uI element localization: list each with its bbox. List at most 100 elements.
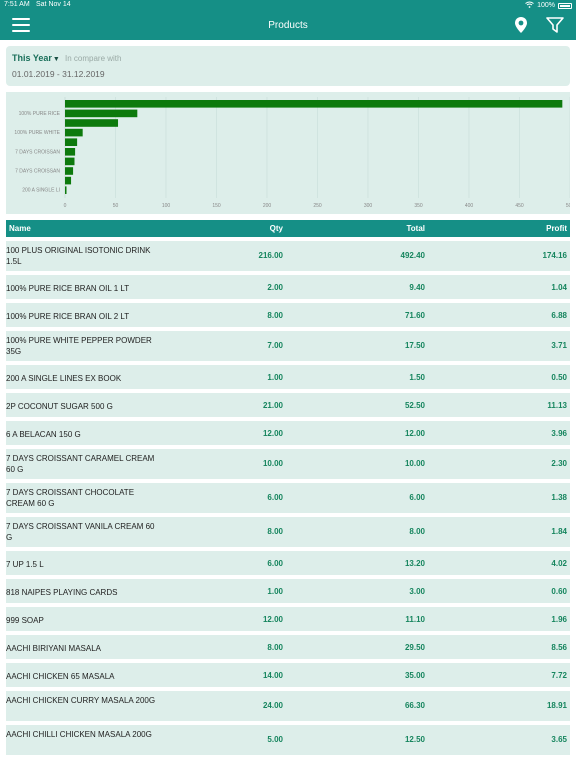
x-tick-label: 450: [515, 203, 524, 209]
table-row[interactable]: 100% PURE WHITE PEPPER POWDER 35G 7.00 17.…: [6, 331, 570, 361]
x-tick-label: 200: [263, 203, 272, 209]
table-row[interactable]: AACHI CHILLI CHICKEN MASALA 200G 5.00 12.5…: [6, 725, 570, 755]
compare-label[interactable]: In compare with: [65, 54, 122, 63]
total-value: 6.00: [409, 493, 425, 502]
qty-value: 1.00: [267, 587, 283, 596]
total-value: 492.40: [400, 251, 425, 260]
col-name-header[interactable]: Name: [9, 224, 31, 233]
product-name: AACHI CHILLI CHICKEN MASALA 200G: [6, 730, 152, 739]
table-row[interactable]: 2P COCONUT SUGAR 500 G 21.00 52.50 11.13: [6, 393, 570, 417]
qty-value: 24.00: [262, 701, 283, 710]
product-name: 100% PURE WHITE PEPPER POWDER 35G: [6, 336, 152, 356]
profit-value: 1.38: [551, 493, 567, 502]
profit-value: 8.56: [551, 643, 567, 652]
product-name: 6 A BELACAN 150 G: [6, 430, 81, 439]
filter-icon[interactable]: [546, 16, 564, 34]
total-value: 1.50: [409, 373, 425, 382]
product-name: 7 DAYS CROISSANT CHOCOLATE CREAM 60 G: [6, 488, 135, 508]
product-name: AACHI CHICKEN 65 MASALA: [6, 672, 115, 681]
x-tick-label: 350: [414, 203, 423, 209]
col-profit-header[interactable]: Profit: [546, 224, 567, 233]
total-value: 52.50: [404, 401, 425, 410]
table-row[interactable]: 818 NAIPES PLAYING CARDS 1.00 3.00 0.60: [6, 579, 570, 603]
menu-icon[interactable]: [12, 18, 30, 32]
qty-value: 7.00: [267, 341, 283, 350]
profit-value: 1.84: [551, 527, 567, 536]
bar: [65, 138, 78, 146]
total-value: 13.20: [404, 559, 425, 568]
total-value: 17.50: [404, 341, 425, 350]
profit-value: 6.88: [551, 311, 567, 320]
table-row[interactable]: 100% PURE RICE BRAN OIL 1 LT 2.00 9.40 1.04: [6, 275, 570, 299]
period-selector[interactable]: This Year▼: [12, 53, 60, 63]
total-value: 10.00: [404, 459, 425, 468]
table-row[interactable]: AACHI CHICKEN 65 MASALA 14.00 35.00 7.72: [6, 663, 570, 687]
total-value: 3.00: [409, 587, 425, 596]
profit-value: 0.60: [551, 587, 567, 596]
x-tick-label: 100: [162, 203, 171, 209]
total-value: 12.50: [404, 735, 425, 744]
bar: [65, 176, 72, 185]
table-row[interactable]: AACHI CHICKEN CURRY MASALA 200G 24.00 66.3…: [6, 691, 570, 721]
x-tick-label: 500: [566, 203, 570, 209]
table-row[interactable]: AACHI BIRIYANI MASALA 8.00 29.50 8.56: [6, 635, 570, 659]
profit-value: 3.96: [551, 429, 567, 438]
x-tick-label: 300: [364, 203, 373, 209]
page-title: Products: [268, 20, 308, 31]
qty-value: 12.00: [262, 615, 283, 624]
qty-value: 2.00: [267, 283, 283, 292]
total-value: 71.60: [404, 311, 425, 320]
profit-value: 174.16: [542, 251, 567, 260]
category-label: 7 DAYS CROISSAN: [15, 169, 60, 175]
qty-value: 21.00: [262, 401, 283, 410]
period-label: This Year: [12, 53, 52, 63]
profit-value: 4.02: [551, 559, 567, 568]
table-row[interactable]: 200 A SINGLE LINES EX BOOK 1.00 1.50 0.50: [6, 365, 570, 389]
x-tick-label: 250: [313, 203, 322, 209]
product-name: 7 UP 1.5 L: [6, 560, 44, 569]
qty-value: 14.00: [262, 671, 283, 680]
product-name: AACHI BIRIYANI MASALA: [6, 644, 101, 653]
table-row[interactable]: 7 DAYS CROISSANT CARAMEL CREAM 60 G 10.00…: [6, 449, 570, 479]
bar: [65, 167, 74, 175]
x-tick-label: 150: [212, 203, 221, 209]
col-qty-header[interactable]: Qty: [269, 224, 283, 233]
bar: [65, 128, 83, 137]
table-row[interactable]: 6 A BELACAN 150 G 12.00 12.00 3.96: [6, 421, 570, 445]
table-row[interactable]: 7 DAYS CROISSANT CHOCOLATE CREAM 60 G 6.0…: [6, 483, 570, 513]
table-row[interactable]: 100 PLUS ORIGINAL ISOTONIC DRINK 1.5L 216…: [6, 241, 570, 271]
table-row[interactable]: 100% PURE RICE BRAN OIL 2 LT 8.00 71.60 6.8…: [6, 303, 570, 327]
nav-bar: Products: [0, 11, 576, 40]
product-name: 100 PLUS ORIGINAL ISOTONIC DRINK 1.5L: [6, 246, 151, 266]
battery-percent: 100%: [537, 2, 555, 9]
bar: [65, 157, 75, 166]
qty-value: 12.00: [262, 429, 283, 438]
status-right: 100%: [525, 1, 572, 10]
products-table: Name Qty Total Profit 100 PLUS ORIGINAL …: [6, 220, 570, 755]
col-total-header[interactable]: Total: [406, 224, 425, 233]
caret-down-icon: ▼: [52, 56, 60, 63]
status-time: 7:51 AM: [4, 1, 30, 8]
product-name: 100% PURE RICE BRAN OIL 1 LT: [6, 284, 130, 293]
profit-value: 18.91: [546, 701, 567, 710]
status-date: Sat Nov 14: [36, 1, 71, 8]
profit-value: 11.13: [547, 401, 567, 410]
table-row[interactable]: 999 SOAP 12.00 11.10 1.96: [6, 607, 570, 631]
table-row[interactable]: 7 DAYS CROISSANT VANILA CREAM 60 G 8.00 8.…: [6, 517, 570, 547]
x-tick-label: 0: [64, 203, 67, 209]
bar: [65, 186, 67, 194]
product-name: 7 DAYS CROISSANT VANILA CREAM 60 G: [6, 522, 155, 542]
x-tick-label: 400: [465, 203, 474, 209]
product-name: 7 DAYS CROISSANT CARAMEL CREAM 60 G: [6, 454, 155, 474]
profit-value: 1.96: [551, 615, 567, 624]
table-row[interactable]: 7 UP 1.5 L 6.00 13.20 4.02: [6, 551, 570, 575]
product-name: 2P COCONUT SUGAR 500 G: [6, 402, 113, 411]
profit-value: 2.30: [551, 459, 567, 468]
location-pin-icon[interactable]: [514, 16, 528, 34]
bar: [65, 100, 563, 108]
status-bar: 7:51 AM Sat Nov 14 100%: [0, 0, 576, 11]
qty-value: 8.00: [267, 643, 283, 652]
wifi-icon: [525, 1, 534, 10]
qty-value: 5.00: [267, 735, 283, 744]
date-filter-card: This Year▼ In compare with 01.01.2019 - …: [6, 46, 570, 86]
